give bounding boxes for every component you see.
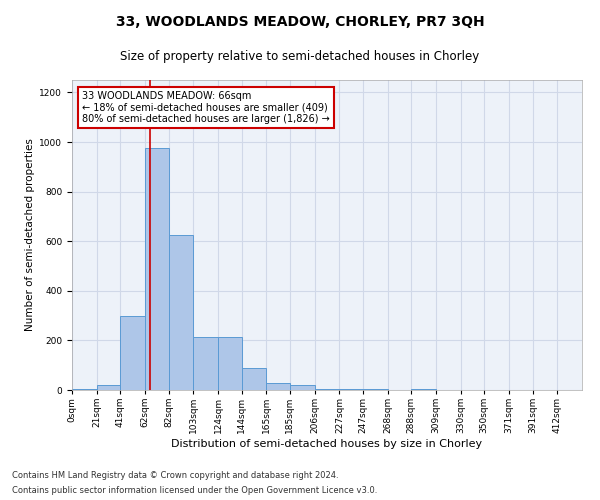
Bar [120, 316, 145, 390]
Bar [169, 235, 193, 390]
Bar [218, 336, 242, 390]
Text: Size of property relative to semi-detached houses in Chorley: Size of property relative to semi-detach… [121, 50, 479, 63]
Bar [97, 385, 120, 390]
Bar [72, 389, 97, 390]
Bar [340, 389, 363, 390]
Bar [145, 148, 169, 390]
Y-axis label: Number of semi-detached properties: Number of semi-detached properties [25, 138, 35, 332]
X-axis label: Distribution of semi-detached houses by size in Chorley: Distribution of semi-detached houses by … [172, 439, 482, 449]
Bar [266, 382, 290, 390]
Bar [314, 389, 340, 390]
Text: Contains public sector information licensed under the Open Government Licence v3: Contains public sector information licen… [12, 486, 377, 495]
Bar [363, 389, 388, 390]
Text: 33 WOODLANDS MEADOW: 66sqm
← 18% of semi-detached houses are smaller (409)
80% o: 33 WOODLANDS MEADOW: 66sqm ← 18% of semi… [82, 91, 330, 124]
Bar [242, 368, 266, 390]
Bar [290, 385, 314, 390]
Bar [411, 389, 436, 390]
Text: 33, WOODLANDS MEADOW, CHORLEY, PR7 3QH: 33, WOODLANDS MEADOW, CHORLEY, PR7 3QH [116, 15, 484, 29]
Bar [193, 336, 218, 390]
Text: Contains HM Land Registry data © Crown copyright and database right 2024.: Contains HM Land Registry data © Crown c… [12, 471, 338, 480]
